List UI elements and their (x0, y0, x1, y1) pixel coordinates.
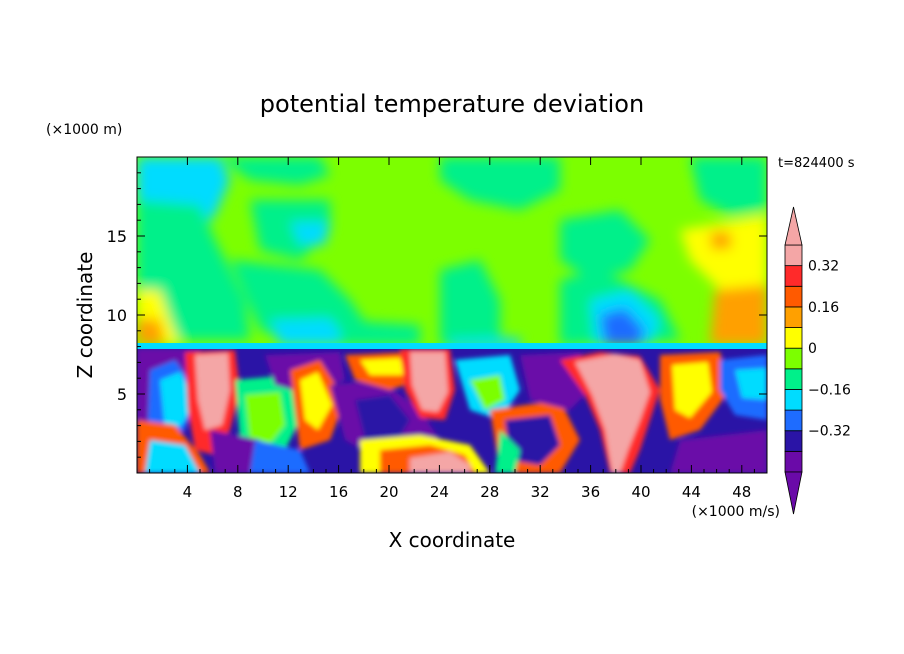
heatmap-field (136, 156, 768, 474)
colorbar-tick-label: −0.32 (808, 424, 851, 440)
colorbar-bin (784, 389, 803, 411)
time-label: t=824400 s (778, 156, 855, 171)
x-tick-label: 40 (631, 483, 650, 501)
colorbar-tick-label: 0.16 (808, 300, 839, 316)
x-tick-label: 36 (581, 483, 600, 501)
x-tick-label: 16 (329, 483, 348, 501)
x-tick-label: 48 (732, 483, 751, 501)
colorbar-under-arrow (784, 471, 803, 515)
x-tick-label: 44 (682, 483, 701, 501)
y-tick-label: 15 (107, 227, 127, 246)
x-tick-label: 24 (430, 483, 449, 501)
colorbar-bin (784, 347, 803, 370)
colorbar-bin (784, 285, 803, 308)
chart-title: potential temperature deviation (260, 90, 644, 118)
colorbar-over-arrow (784, 206, 803, 246)
colorbar-bin (784, 430, 803, 452)
y-tick-label: 5 (117, 385, 127, 404)
y-unit-label: (×1000 m) (46, 122, 122, 138)
y-axis: 5 10 15 (107, 172, 767, 458)
x-axis: 4 8 12 16 20 24 28 32 36 40 44 48 (149, 157, 755, 501)
colorbar-bin (784, 244, 803, 267)
y-axis-label: Z coordinate (73, 252, 97, 379)
x-tick-label: 32 (531, 483, 550, 501)
x-axis-label: X coordinate (389, 528, 516, 552)
colorbar-bin (784, 450, 803, 473)
colorbar-bin (784, 368, 803, 390)
colorbar-tick-label: 0.32 (808, 259, 839, 275)
colorbar-bin (784, 327, 803, 349)
colorbar-bin (784, 265, 803, 287)
x-unit-label: (×1000 m/s) (692, 504, 780, 520)
x-tick-label: 4 (183, 483, 193, 501)
colorbar: −0.32 −0.16 0 0.16 0.32 (784, 206, 851, 515)
colorbar-bin (784, 409, 803, 432)
colorbar-tick-label: −0.16 (808, 382, 851, 398)
colorbar-bin (784, 306, 803, 328)
x-tick-label: 28 (480, 483, 499, 501)
y-tick-label: 10 (107, 306, 127, 325)
x-tick-label: 12 (279, 483, 298, 501)
x-tick-label: 8 (233, 483, 243, 501)
colorbar-tick-label: 0 (808, 341, 817, 357)
x-tick-label: 20 (379, 483, 398, 501)
